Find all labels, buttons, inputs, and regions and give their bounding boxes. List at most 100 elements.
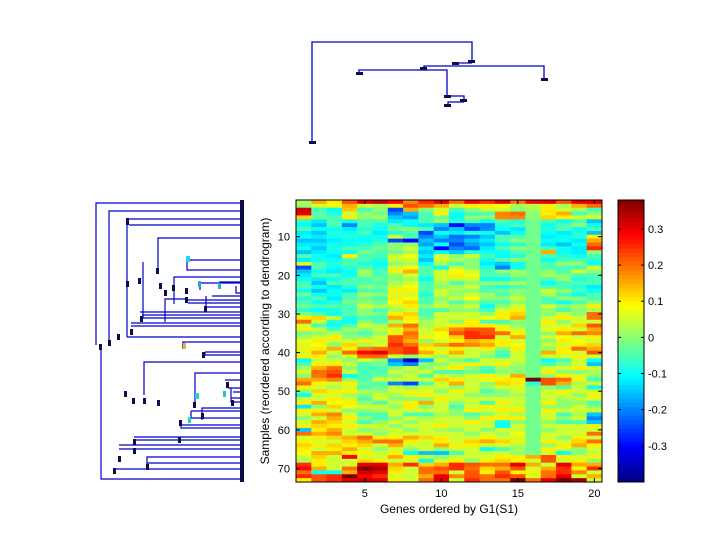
heatmap-cell [510,404,526,409]
heatmap-cell [556,234,572,240]
heatmap-cell [540,300,557,305]
heatmap-cell [433,424,450,429]
heatmap-cell [464,420,480,425]
heatmap-cell [387,389,404,394]
heatmap-cell [586,265,603,270]
heatmap-cell [372,397,389,402]
heatmap-cell [296,292,312,297]
dendrogram-node [460,99,467,102]
dendrogram-node [186,256,190,262]
heatmap-cell [464,219,480,224]
heatmap-cell [540,277,557,282]
heatmap-cell [433,250,450,255]
heatmap-cell [341,389,358,394]
heatmap-cell [341,331,358,336]
colorbar-segment [618,459,644,465]
colorbar-segment [618,336,644,342]
heatmap-cell [449,470,465,475]
heatmap-cell [510,474,526,479]
heatmap-cell [341,234,358,240]
heatmap-cell [311,447,327,452]
heatmap-cell [403,327,419,332]
heatmap-cell [403,404,419,409]
heatmap-cell [510,373,526,379]
heatmap-cell [433,261,450,267]
heatmap-cell [556,447,572,452]
heatmap-cell [311,443,327,448]
heatmap-cell [556,292,572,297]
heatmap-cell [387,211,404,216]
heatmap-cell [525,273,542,278]
heatmap-cell [556,288,572,294]
heatmap-cell [326,207,343,212]
heatmap-cell [311,369,327,375]
heatmap-cell [433,246,450,251]
colorbar-segment [618,301,644,307]
heatmap-cell [372,339,389,344]
heatmap-cell [556,427,572,433]
heatmap-cell [556,470,572,475]
heatmap-cell [433,254,450,259]
heatmap-cell [449,439,465,444]
dendrogram-node [140,316,143,322]
heatmap-cell [326,478,343,483]
heatmap-cell [479,200,496,205]
heatmap-cell [372,227,389,232]
heatmap-cell [586,250,603,255]
heatmap-cell [418,277,435,282]
heatmap-cell [433,470,450,475]
heatmap-cell [494,308,511,313]
heatmap-cell [403,358,419,363]
heatmap-cell [510,203,526,209]
heatmap-cell [479,420,496,425]
heatmap-cell [311,427,327,433]
heatmap-cell [510,350,526,355]
heatmap-cell [296,435,312,440]
heatmap-cell [586,238,603,243]
heatmap-cell [357,319,373,325]
heatmap-cell [586,246,603,251]
heatmap-cell [586,474,603,479]
heatmap-cell [525,420,542,425]
heatmap-cell [556,346,572,352]
heatmap-cell [357,458,373,464]
heatmap-cell [296,342,312,348]
heatmap-cell [433,354,450,359]
heatmap-cell [357,203,373,209]
heatmap-cell [418,424,435,429]
dendrogram-node [188,417,191,423]
heatmap-cell [494,269,511,274]
heatmap-cell [326,304,343,309]
heatmap-cell [326,451,343,456]
heatmap-cell [296,373,312,379]
heatmap-cell [525,358,542,363]
heatmap-cell [556,207,572,212]
heatmap-cell [372,323,389,328]
heatmap-cell [464,466,480,471]
heatmap-cell [311,431,327,437]
heatmap-cell [341,373,358,379]
heatmap-cell [464,381,480,386]
heatmap-cell [540,215,557,220]
heatmap-cell [433,335,450,340]
heatmap-cell [449,227,465,232]
heatmap-cell [403,474,419,479]
heatmap-cell [479,296,496,301]
heatmap-cell [540,211,557,216]
heatmap-cell [387,346,404,352]
heatmap-cell [479,431,496,437]
heatmap-cell [433,292,450,297]
heatmap-cell [540,350,557,355]
heatmap-cell [326,366,343,371]
heatmap-cell [525,474,542,479]
heatmap-cell [449,281,465,286]
heatmap-cell [510,230,526,236]
heatmap-cell [341,261,358,267]
heatmap-cell [449,242,465,247]
colorbar [618,200,644,483]
heatmap-cell [556,319,572,325]
heatmap-cell [357,250,373,255]
heatmap-cell [586,261,603,267]
heatmap-cell [326,420,343,425]
heatmap-cell [357,315,373,321]
